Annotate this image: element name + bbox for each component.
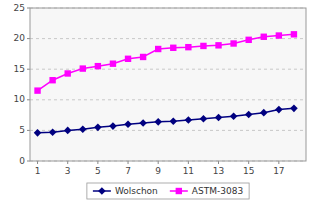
point [290,105,298,113]
point [154,118,162,126]
point [65,70,71,76]
tick-label: 15 [243,166,254,176]
line [38,108,294,132]
series [34,31,297,94]
point [200,115,208,123]
point [155,46,161,52]
grid-line [30,99,306,100]
grid [30,8,306,161]
point [185,116,193,124]
point [49,77,55,83]
point [245,37,251,43]
tick-label: 7 [125,166,131,176]
tick-label: 10 [14,94,26,104]
chart: 05101520251357911131517WolschonASTM-3083 [0,0,314,211]
tick-label: 15 [14,64,25,74]
data [34,31,298,137]
point [79,125,87,133]
tick-label: 13 [213,166,224,176]
point [64,127,72,135]
point [34,129,42,137]
tick-label: 5 [19,125,25,135]
series [34,105,298,137]
point [260,109,268,117]
point [139,119,147,127]
tick-label: 17 [273,166,284,176]
point [276,32,282,38]
point [109,122,117,130]
tick-label: 9 [155,166,161,176]
point [170,45,176,51]
point [215,114,223,122]
plot-frame [30,8,306,161]
point [185,44,191,50]
point [34,87,40,93]
legend: Wolschon ASTM-3083 [87,183,249,199]
point [94,124,102,132]
point [230,113,238,121]
tick-label: 11 [183,166,194,176]
tick-label: 3 [65,166,71,176]
tick-label: 0 [19,156,25,166]
legend-frame [87,183,249,199]
point [125,56,131,62]
point [140,54,146,60]
point [230,40,236,46]
point [200,43,206,49]
legend-label: Wolschon [115,186,158,196]
point [49,128,57,136]
point [215,42,221,48]
legend-marker [176,188,182,194]
grid-line [30,69,306,70]
point [110,60,116,66]
legend-label: ASTM-3083 [192,186,243,196]
point [245,111,253,119]
tick-label: 5 [95,166,101,176]
point [261,34,267,40]
point [291,31,297,37]
legend-item: Wolschon [93,186,158,196]
tick-label: 1 [35,166,41,176]
point [169,117,177,125]
plot-area [30,8,306,161]
point [80,65,86,71]
point [275,106,283,114]
tick-label: 20 [14,33,26,43]
legend-marker [98,187,106,195]
legend-item: ASTM-3083 [170,186,243,196]
tick-label: 25 [14,3,25,13]
point [124,120,132,128]
point [95,63,101,69]
line [38,34,294,90]
